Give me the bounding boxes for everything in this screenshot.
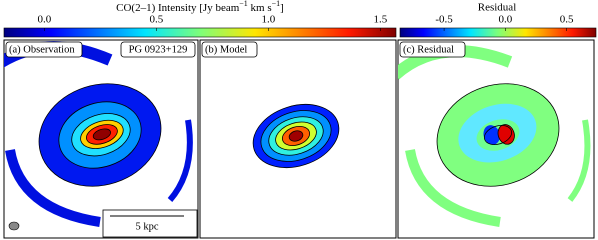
colorbar-tick-label: 0.0 (498, 14, 512, 26)
colorbar (399, 27, 597, 38)
colorbar-label: Residual (478, 2, 517, 14)
colorbar-tick-label: -0.5 (435, 14, 453, 26)
colorbar-right: Residual (399, 2, 597, 38)
colorbar-tick-label: 0.5 (149, 14, 163, 26)
scalebar-label: 5 kpc (135, 221, 158, 232)
colorbar (3, 27, 397, 38)
colorbar-tick-label: 1.5 (373, 14, 387, 26)
colorbar-left: CO(2–1) Intensity [Jy beam−1 km s−1] (3, 0, 397, 38)
panel-label: (a) Observation (9, 44, 75, 55)
panel-label: (b) Model (205, 44, 247, 55)
colorbar-label: CO(2–1) Intensity [Jy beam−1 km s−1] (116, 0, 284, 14)
colorbar-tick-label: 0.0 (37, 14, 51, 26)
source-name: PG 0923+129 (129, 44, 188, 55)
colorbar-tick-label: 0.5 (560, 14, 574, 26)
residual-map (398, 45, 591, 227)
panel-label: (c) Residual (403, 44, 454, 55)
observation-map (4, 41, 193, 231)
panel-frame (199, 39, 397, 239)
colorbar-tick-label: 1.0 (261, 14, 275, 26)
model-map (252, 103, 340, 169)
